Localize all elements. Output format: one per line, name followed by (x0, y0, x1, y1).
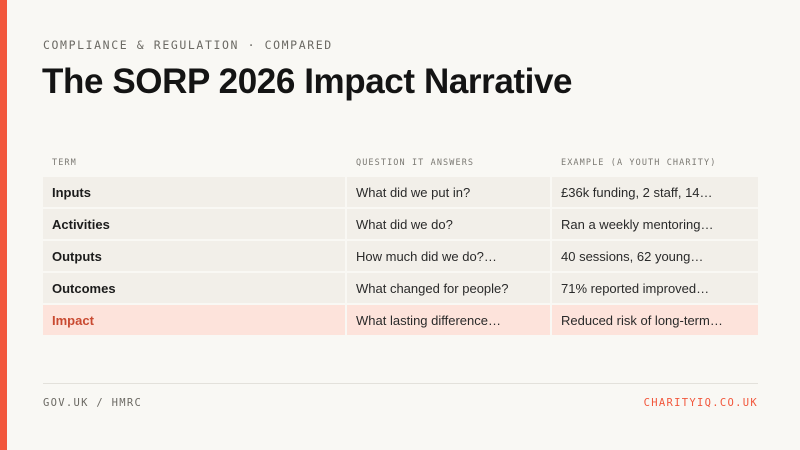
example-cell: Reduced risk of long-term… (552, 305, 758, 335)
question-cell: What changed for people? (347, 273, 550, 303)
footer-divider (43, 383, 758, 384)
site-link[interactable]: CHARITYIQ.CO.UK (643, 397, 758, 409)
term-cell: Activities (43, 209, 345, 239)
table-row-outcomes: Outcomes What changed for people? 71% re… (43, 273, 758, 303)
question-cell: What did we do? (347, 209, 550, 239)
example-cell: £36k funding, 2 staff, 14… (552, 177, 758, 207)
table-row-activities: Activities What did we do? Ran a weekly … (43, 209, 758, 239)
example-cell: 40 sessions, 62 young… (552, 241, 758, 271)
comparison-table: TERM QUESTION IT ANSWERS EXAMPLE (A YOUT… (43, 151, 758, 337)
question-cell: What lasting difference… (347, 305, 550, 335)
term-cell: Outcomes (43, 273, 345, 303)
question-cell: What did we put in? (347, 177, 550, 207)
column-header-term: TERM (52, 158, 77, 168)
column-header-example: EXAMPLE (A YOUTH CHARITY) (561, 158, 717, 168)
table-row-outputs: Outputs How much did we do?… 40 sessions… (43, 241, 758, 271)
column-header-question: QUESTION IT ANSWERS (356, 158, 475, 168)
accent-bar (0, 0, 7, 450)
source-label: GOV.UK / HMRC (43, 397, 143, 409)
eyebrow-label: COMPLIANCE & REGULATION · COMPARED (43, 38, 333, 52)
term-cell-highlighted: Impact (43, 305, 345, 335)
table-header: TERM QUESTION IT ANSWERS EXAMPLE (A YOUT… (43, 151, 758, 175)
table-row-inputs: Inputs What did we put in? £36k funding,… (43, 177, 758, 207)
table-row-impact: Impact What lasting difference… Reduced … (43, 305, 758, 335)
example-cell: Ran a weekly mentoring… (552, 209, 758, 239)
example-cell: 71% reported improved… (552, 273, 758, 303)
term-cell: Inputs (43, 177, 345, 207)
question-cell: How much did we do?… (347, 241, 550, 271)
term-cell: Outputs (43, 241, 345, 271)
page-title: The SORP 2026 Impact Narrative (42, 62, 573, 101)
